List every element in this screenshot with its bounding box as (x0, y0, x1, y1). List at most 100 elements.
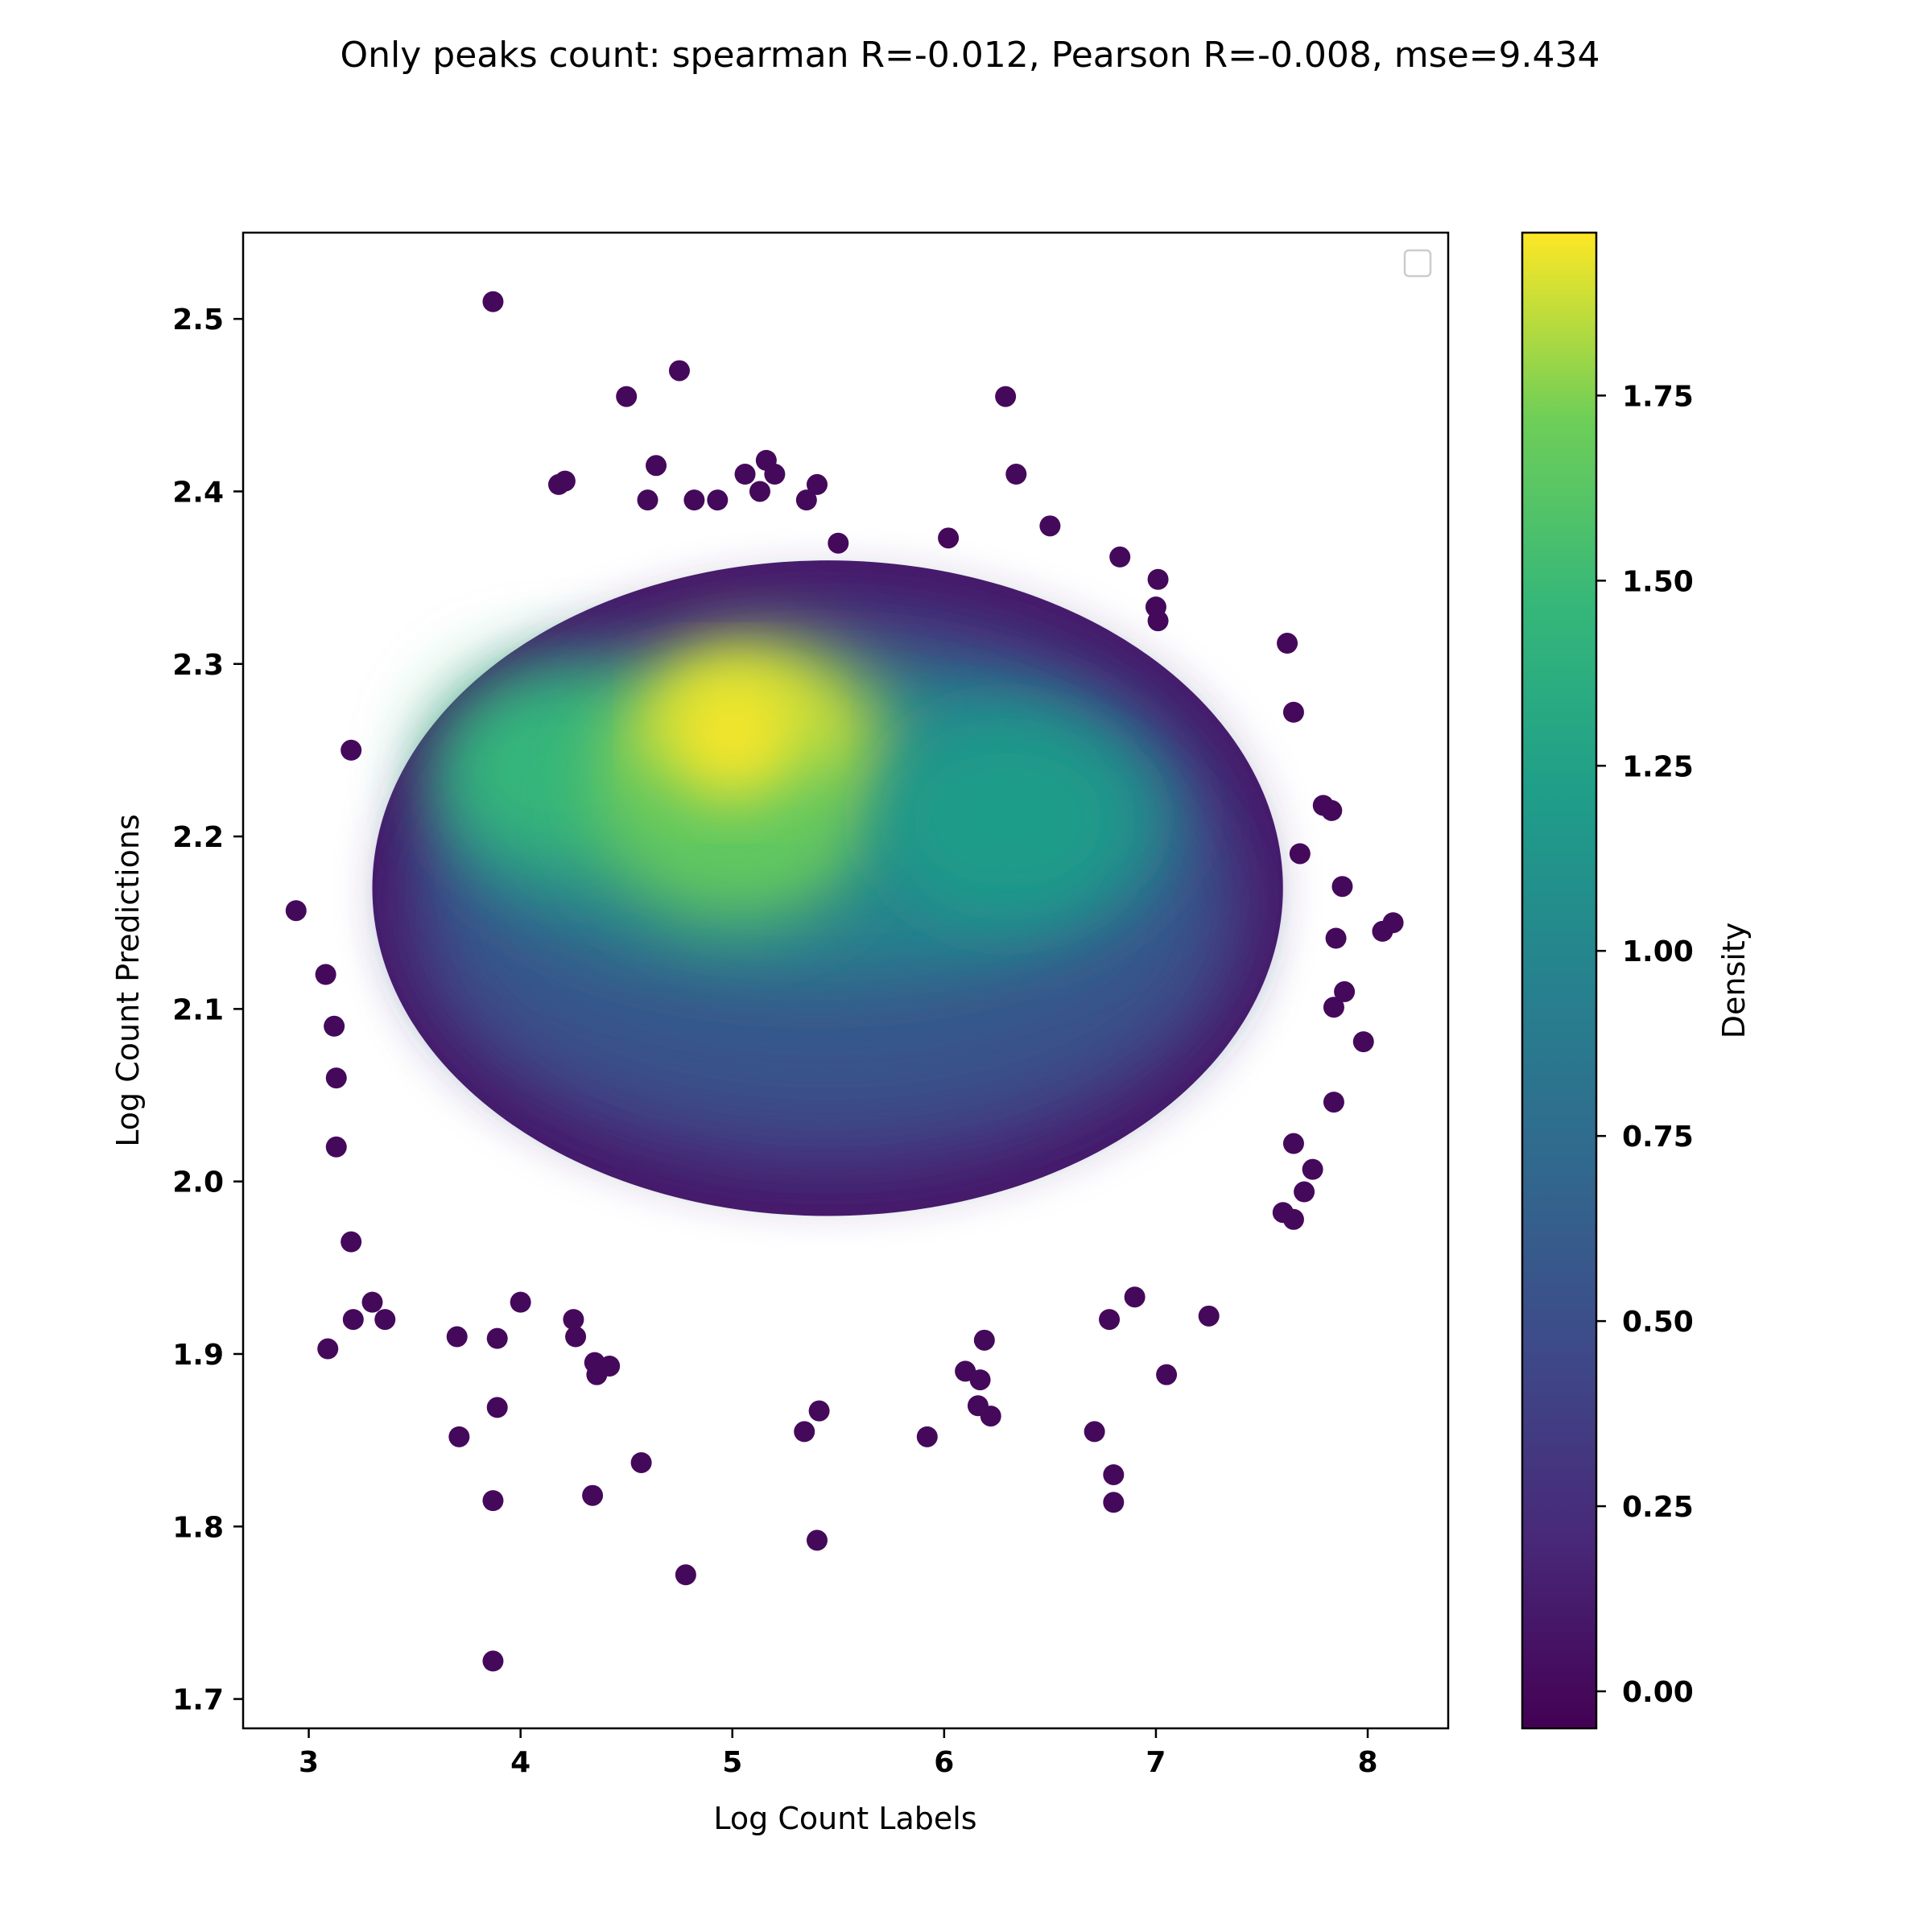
density-cluster (601, 716, 864, 923)
scatter-point (1099, 1309, 1121, 1331)
scatter-point (482, 1490, 504, 1512)
y-tick-label: 2.1 (172, 993, 224, 1026)
scatter-point (637, 489, 658, 511)
scatter-point (1198, 1305, 1220, 1327)
scatter-point (668, 360, 690, 382)
x-tick-label: 8 (1357, 1746, 1377, 1779)
scatter-point (806, 1530, 828, 1551)
colorbar-tick-label: 1.00 (1622, 935, 1694, 968)
scatter-point (482, 291, 504, 312)
scatter-point (764, 464, 786, 485)
density-peak (658, 663, 807, 803)
scatter-point (1352, 1031, 1374, 1053)
x-axis: 3 4 5 6 7 8 (299, 1728, 1378, 1779)
legend-box (1403, 249, 1432, 278)
scatter-point (324, 1015, 345, 1037)
scatter-point (315, 964, 336, 985)
scatter-point (317, 1338, 339, 1360)
scatter-point (325, 1067, 347, 1089)
scatter-point (828, 532, 849, 554)
scatter-point (683, 489, 705, 511)
scatter-point (646, 455, 667, 477)
scatter-point (1321, 799, 1343, 821)
y-tick-label: 2.0 (172, 1166, 224, 1199)
scatter-point (563, 1309, 584, 1331)
y-tick-label: 1.8 (172, 1511, 224, 1544)
scatter-point (1156, 1364, 1178, 1385)
scatter-point (916, 1426, 938, 1447)
colorbar-ticks: 0.00 0.25 0.50 0.75 1.00 1.25 1.50 1.75 (1596, 380, 1694, 1709)
x-tick-label: 3 (299, 1746, 319, 1779)
scatter-point (806, 473, 828, 495)
scatter-point (1084, 1421, 1105, 1443)
scatter-point (616, 386, 638, 407)
density-cloud (372, 560, 1283, 1216)
scatter-point (325, 1136, 347, 1158)
density-cluster (876, 716, 1139, 923)
scatter-point (1323, 1092, 1344, 1113)
scatter-point (341, 1231, 362, 1253)
y-axis: 1.7 1.8 1.9 2.0 2.1 2.2 2.3 2.4 2.5 (172, 303, 243, 1717)
scatter-point (510, 1291, 531, 1313)
scatter-point (1294, 1181, 1315, 1203)
scatter-point (808, 1400, 830, 1422)
scatter-point (486, 1327, 508, 1349)
scatter-point (342, 1309, 364, 1331)
scatter-point (749, 481, 770, 502)
scatter-point (1282, 1133, 1304, 1154)
scatter-point (374, 1309, 396, 1331)
x-axis-label: Log Count Labels (713, 1801, 976, 1836)
scatter-point (482, 1650, 504, 1672)
scatter-point (1039, 515, 1061, 537)
colorbar (1521, 231, 1598, 1730)
scatter-point (795, 489, 817, 511)
scatter-point (1005, 464, 1027, 485)
colorbar-tick-label: 0.00 (1622, 1676, 1694, 1709)
scatter-point (1124, 1286, 1146, 1308)
colorbar-tick-label: 0.50 (1622, 1306, 1694, 1339)
colorbar-tick-label: 1.50 (1622, 565, 1694, 598)
scatter-point (554, 470, 576, 492)
scatter-point (938, 527, 960, 549)
x-tick-label: 7 (1146, 1746, 1166, 1779)
plot-frame (242, 231, 1450, 1730)
scatter-point (1147, 610, 1169, 632)
scatter-point (707, 489, 729, 511)
x-tick-label: 4 (510, 1746, 530, 1779)
scatter-point (1282, 701, 1304, 723)
y-tick-label: 2.3 (172, 649, 224, 682)
scatter-point (599, 1355, 621, 1377)
scatter-point (446, 1326, 468, 1348)
y-tick-label: 2.2 (172, 821, 224, 854)
scatter-point (486, 1397, 508, 1418)
scatter-point (1277, 633, 1298, 654)
scatter-point (1103, 1492, 1125, 1513)
scatter-point (995, 386, 1017, 407)
scatter-point (1331, 876, 1353, 898)
scatter-point (448, 1426, 470, 1447)
y-axis-label: Log Count Predictions (110, 814, 146, 1146)
colorbar-tick-label: 0.25 (1622, 1491, 1694, 1524)
scatter-point (1282, 1208, 1304, 1230)
plot-area (285, 291, 1404, 1672)
scatter-point (1289, 843, 1311, 865)
scatter-point (734, 464, 756, 485)
scatter-point (1109, 546, 1131, 568)
scatter-point (341, 739, 362, 761)
scatter-point (973, 1329, 995, 1351)
scatter-point (285, 900, 307, 922)
scatter-point (675, 1564, 696, 1586)
scatter-point (969, 1369, 991, 1391)
scatter-point (1325, 927, 1347, 949)
scatter-points (285, 291, 1404, 1672)
colorbar-tick-label: 0.75 (1622, 1121, 1694, 1154)
y-tick-label: 2.4 (172, 476, 224, 509)
y-tick-label: 1.9 (172, 1339, 224, 1372)
colorbar-tick-label: 1.75 (1622, 380, 1694, 413)
scatter-point (361, 1291, 383, 1313)
scatter-point (565, 1326, 587, 1348)
scatter-point (980, 1406, 1001, 1427)
colorbar-label: Density (1716, 923, 1752, 1038)
scatter-point (1323, 997, 1344, 1018)
